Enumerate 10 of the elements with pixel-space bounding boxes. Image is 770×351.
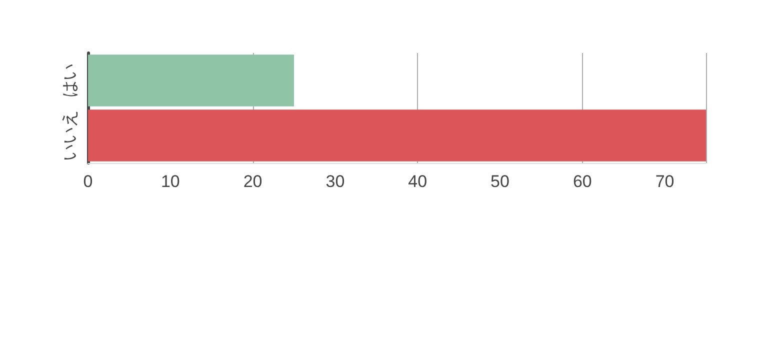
x-tick-label: 40 [408,172,428,191]
x-tick-label: 60 [572,172,592,191]
y-tick-label: はい [60,64,79,98]
x-tick-label: 20 [243,172,262,191]
y-tick-label: いいえ [60,110,79,161]
x-tick-label: 70 [655,172,674,191]
x-tick-label: 30 [326,172,345,191]
x-tick-label: 0 [83,172,93,191]
x-tick-label: 10 [160,172,180,191]
x-tick-label: 50 [490,172,510,191]
